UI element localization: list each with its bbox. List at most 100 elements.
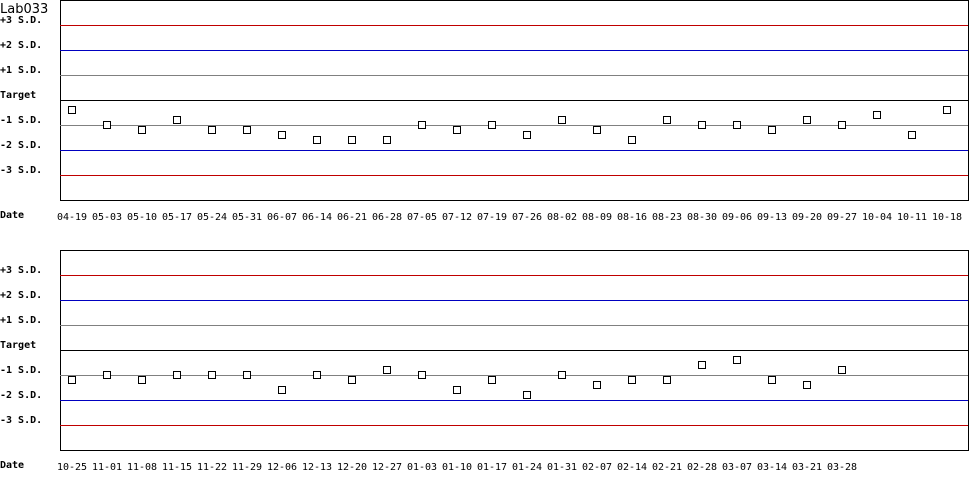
x-tick-label: 10-25 [57,462,87,473]
data-point [68,376,76,384]
x-tick-label: 10-18 [932,212,962,223]
data-point [698,121,706,129]
data-point [768,376,776,384]
x-tick-label: 08-16 [617,212,647,223]
y-tick-label: -3 S.D. [0,415,42,426]
data-point [733,121,741,129]
x-tick-label: 10-11 [897,212,927,223]
x-tick-label: 09-06 [722,212,752,223]
y-tick-label: +3 S.D. [0,15,42,26]
x-tick-label: 04-19 [57,212,87,223]
data-point [173,116,181,124]
x-tick-label: 05-17 [162,212,192,223]
x-tick-label: 08-23 [652,212,682,223]
x-tick-label: 07-19 [477,212,507,223]
data-point [243,126,251,134]
data-point [873,111,881,119]
y-tick-label: +3 S.D. [0,265,42,276]
x-tick-label: 06-21 [337,212,367,223]
data-point [908,131,916,139]
x-tick-label: 03-07 [722,462,752,473]
data-point [523,391,531,399]
data-point [803,381,811,389]
data-point [628,136,636,144]
x-tick-label: 02-14 [617,462,647,473]
x-tick-label: 12-06 [267,462,297,473]
x-tick-label: 03-14 [757,462,787,473]
x-tick-label: 07-26 [512,212,542,223]
x-tick-label: 01-17 [477,462,507,473]
x-axis-title: Date [0,460,24,471]
data-point [278,386,286,394]
x-tick-label: 10-04 [862,212,892,223]
data-point [698,361,706,369]
x-tick-label: 11-15 [162,462,192,473]
data-point [418,371,426,379]
data-point [663,376,671,384]
data-point [768,126,776,134]
data-point [593,381,601,389]
data-point [488,121,496,129]
x-tick-label: 09-27 [827,212,857,223]
y-tick-label: -3 S.D. [0,165,42,176]
x-tick-label: 06-07 [267,212,297,223]
y-tick-label: +1 S.D. [0,65,42,76]
x-tick-label: 03-28 [827,462,857,473]
data-point [733,356,741,364]
data-point [383,136,391,144]
data-point [348,376,356,384]
data-point [558,116,566,124]
data-point [68,106,76,114]
x-tick-label: 05-31 [232,212,262,223]
data-point [208,371,216,379]
data-point [313,371,321,379]
x-tick-label: 02-21 [652,462,682,473]
chart-title: Lab033 [0,2,48,17]
x-tick-label: 01-10 [442,462,472,473]
x-tick-label: 01-03 [407,462,437,473]
data-point [103,371,111,379]
y-tick-label: -2 S.D. [0,390,42,401]
x-tick-label: 08-02 [547,212,577,223]
data-point [313,136,321,144]
data-point [488,376,496,384]
data-point [208,126,216,134]
x-tick-label: 06-14 [302,212,332,223]
x-tick-label: 05-10 [127,212,157,223]
data-point [593,126,601,134]
x-tick-label: 01-31 [547,462,577,473]
x-tick-label: 02-28 [687,462,717,473]
data-point [453,386,461,394]
x-tick-label: 05-24 [197,212,227,223]
x-tick-label: 01-24 [512,462,542,473]
data-point [838,121,846,129]
y-tick-label: -2 S.D. [0,140,42,151]
data-point [663,116,671,124]
y-tick-label: +1 S.D. [0,315,42,326]
data-point [243,371,251,379]
data-point [138,376,146,384]
x-tick-label: 07-12 [442,212,472,223]
x-tick-label: 11-29 [232,462,262,473]
x-tick-label: 02-07 [582,462,612,473]
x-tick-label: 11-01 [92,462,122,473]
y-tick-label: Target [0,90,36,101]
data-point [348,136,356,144]
data-point [418,121,426,129]
x-tick-label: 06-28 [372,212,402,223]
y-tick-label: Target [0,340,36,351]
y-tick-label: -1 S.D. [0,365,42,376]
data-point [173,371,181,379]
x-tick-label: 08-30 [687,212,717,223]
data-point [383,366,391,374]
x-tick-label: 11-08 [127,462,157,473]
chart-panel-2: +3 S.D. +2 S.D. +1 S.D. Target -1 S.D. -2 S.D… [0,250,969,473]
x-tick-label: 09-13 [757,212,787,223]
data-point [103,121,111,129]
data-point [138,126,146,134]
x-tick-label: 03-21 [792,462,822,473]
x-tick-label: 09-20 [792,212,822,223]
data-point [943,106,951,114]
x-tick-label: 12-13 [302,462,332,473]
